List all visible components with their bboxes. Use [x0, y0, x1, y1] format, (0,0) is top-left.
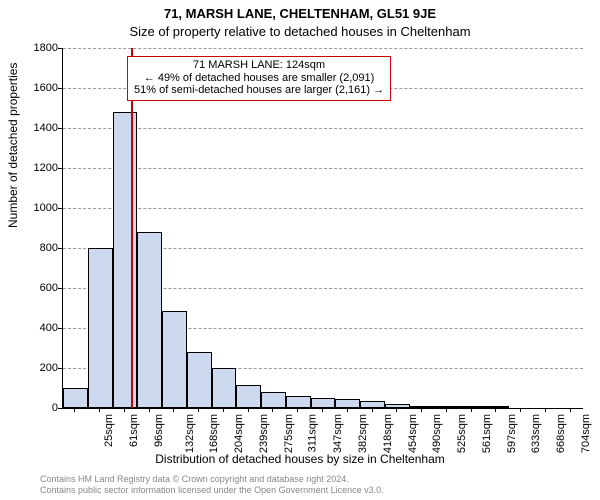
y-tick-label: 1600	[18, 82, 58, 94]
y-tick-label: 1200	[18, 162, 58, 174]
x-tick-label: 168sqm	[209, 414, 221, 453]
bar	[286, 396, 311, 408]
title-line-2: Size of property relative to detached ho…	[0, 24, 600, 39]
bar	[335, 399, 360, 408]
x-tick-label: 61sqm	[128, 414, 140, 447]
x-tick-label: 490sqm	[431, 414, 443, 453]
gridline	[63, 128, 583, 129]
x-tick-label: 132sqm	[184, 414, 196, 453]
bar	[459, 406, 484, 408]
y-tick-label: 1000	[18, 202, 58, 214]
x-tick-label: 525sqm	[456, 414, 468, 453]
bar	[162, 311, 187, 408]
x-tick-label: 633sqm	[530, 414, 542, 453]
x-tick-label: 96sqm	[153, 414, 165, 447]
x-tick-label: 561sqm	[481, 414, 493, 453]
y-tick-label: 1400	[18, 122, 58, 134]
marker-line	[131, 48, 133, 408]
x-tick-label: 704sqm	[580, 414, 592, 453]
bar	[88, 248, 113, 408]
y-tick-label: 0	[18, 402, 58, 414]
y-tick-label: 600	[18, 282, 58, 294]
annotation-line-3: 51% of semi-detached houses are larger (…	[134, 84, 384, 97]
x-tick-label: 25sqm	[103, 414, 115, 447]
bar	[63, 388, 88, 408]
y-tick-label: 200	[18, 362, 58, 374]
gridline	[63, 168, 583, 169]
bar	[187, 352, 212, 408]
bar	[113, 112, 138, 408]
bar	[311, 398, 336, 408]
x-tick-label: 418sqm	[382, 414, 394, 453]
x-tick-label: 597sqm	[506, 414, 518, 453]
x-tick-label: 311sqm	[307, 414, 319, 452]
title-line-1: 71, MARSH LANE, CHELTENHAM, GL51 9JE	[0, 6, 600, 21]
bar	[137, 232, 162, 408]
x-axis-label: Distribution of detached houses by size …	[0, 452, 600, 466]
bar	[360, 401, 385, 408]
plot-area	[62, 48, 583, 409]
footer-line-2: Contains public sector information licen…	[40, 485, 384, 496]
x-tick-label: 204sqm	[233, 414, 245, 453]
x-tick-label: 382sqm	[357, 414, 369, 453]
x-tick-label: 275sqm	[283, 414, 295, 453]
annotation-box: 71 MARSH LANE: 124sqm ← 49% of detached …	[127, 56, 391, 101]
bar	[212, 368, 237, 408]
y-tick-label: 800	[18, 242, 58, 254]
bar	[434, 406, 459, 408]
gridline	[63, 48, 583, 49]
footer: Contains HM Land Registry data © Crown c…	[40, 474, 384, 496]
annotation-line-2: ← 49% of detached houses are smaller (2,…	[134, 72, 384, 85]
x-tick-label: 239sqm	[258, 414, 270, 453]
footer-line-1: Contains HM Land Registry data © Crown c…	[40, 474, 384, 485]
x-tick-label: 668sqm	[555, 414, 567, 453]
x-tick-label: 454sqm	[407, 414, 419, 453]
bar	[236, 385, 261, 408]
y-tick-label: 1800	[18, 42, 58, 54]
x-tick-label: 347sqm	[332, 414, 344, 453]
y-tick-label: 400	[18, 322, 58, 334]
annotation-line-1: 71 MARSH LANE: 124sqm	[134, 59, 384, 72]
y-axis: 020040060080010001200140016001800	[16, 48, 60, 408]
chart-container: 71, MARSH LANE, CHELTENHAM, GL51 9JE Siz…	[0, 0, 600, 500]
gridline	[63, 208, 583, 209]
bar	[261, 392, 286, 408]
